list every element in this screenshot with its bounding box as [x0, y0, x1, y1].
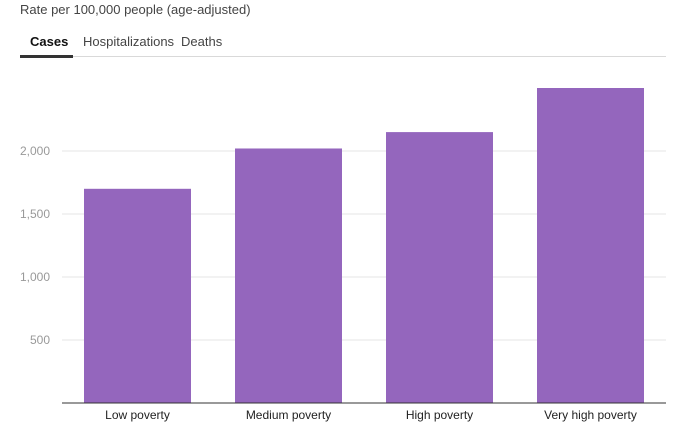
x-tick-label: Low poverty — [105, 408, 170, 422]
bar[interactable] — [235, 148, 342, 403]
y-tick-label: 1,500 — [20, 207, 50, 221]
tab-deaths[interactable]: Deaths — [181, 34, 223, 49]
bar[interactable] — [84, 188, 191, 403]
tab-cases[interactable]: Cases — [30, 34, 69, 49]
y-tick-label: 500 — [30, 333, 50, 347]
bar[interactable] — [537, 88, 644, 403]
chart-subtitle: Rate per 100,000 people (age-adjusted) — [20, 2, 251, 17]
metric-tabs: Cases Hospitalizations Deaths — [20, 32, 666, 58]
tab-hospitalizations[interactable]: Hospitalizations — [83, 34, 175, 49]
x-tick-label: High poverty — [406, 408, 473, 422]
active-tab-indicator — [20, 55, 73, 58]
y-tick-label: 1,000 — [20, 270, 50, 284]
x-tick-label: Medium poverty — [246, 408, 331, 422]
x-tick-label: Very high poverty — [544, 408, 637, 422]
y-tick-label: 2,000 — [20, 144, 50, 158]
bar[interactable] — [386, 132, 493, 403]
